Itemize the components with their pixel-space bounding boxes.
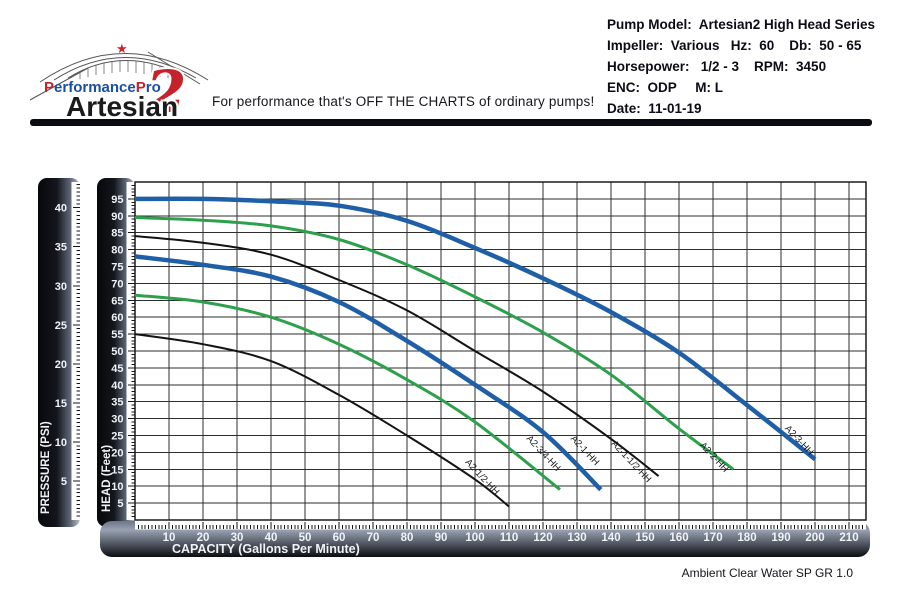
head-tick-label: 35: [111, 397, 123, 409]
brand-artesian-outline: Artesian: [66, 91, 178, 122]
capacity-ruler: [100, 521, 870, 557]
capacity-tick-label: 90: [435, 532, 448, 544]
head-tick-label: 55: [111, 329, 123, 341]
head-tick-label: 30: [111, 414, 123, 426]
pressure-tick-label: 20: [55, 359, 67, 371]
capacity-tick-label: 110: [500, 532, 519, 544]
capacity-tick-label: 200: [805, 532, 824, 544]
head-tick-label: 5: [117, 498, 123, 510]
head-tick-label: 95: [111, 194, 123, 206]
capacity-tick-label: 210: [839, 532, 858, 544]
capacity-tick-label: 150: [635, 532, 654, 544]
head-tick-label: 80: [111, 245, 123, 257]
pressure-tick-label: 10: [55, 437, 67, 449]
pressure-axis-title: PRESSURE (PSI): [40, 421, 52, 514]
capacity-tick-label: 100: [465, 532, 484, 544]
pump-specs-block: Pump Model: Artesian2 High Head Series I…: [607, 14, 875, 119]
capacity-tick-label: 180: [737, 532, 756, 544]
brand-numeral-2-outline: 2: [145, 58, 186, 122]
brand-artesian-text: Artesian: [66, 91, 178, 122]
tagline-text: For performance that's OFF THE CHARTS of…: [212, 94, 595, 109]
axis-rulers: [38, 178, 870, 557]
capacity-tick-label: 120: [533, 532, 552, 544]
head-tick-label: 20: [111, 447, 123, 459]
pressure-tick-label: 5: [61, 476, 67, 488]
head-tick-label: 65: [111, 295, 123, 307]
dome-sketch-icon: [29, 51, 209, 101]
spec-line-impeller: Impeller: Various Hz: 60 Db: 50 - 65: [607, 38, 862, 53]
star-icon: ★: [116, 42, 128, 57]
spec-line-enclosure: ENC: ODP M: L: [607, 80, 724, 95]
capacity-tick-label: 50: [299, 532, 312, 544]
head-tick-label: 85: [111, 228, 123, 240]
plot-grid: [135, 182, 866, 520]
pressure-tick-label: 15: [55, 398, 67, 410]
curve-A2-2-HH: [134, 216, 735, 471]
pressure-ruler: [38, 178, 80, 527]
capacity-tick-label: 140: [601, 532, 620, 544]
head-tick-label: 10: [111, 481, 123, 493]
pump-curves: [134, 196, 817, 508]
capacity-tick-label: 30: [231, 532, 244, 544]
capacity-tick-label: 60: [333, 532, 346, 544]
capacity-axis-title: CAPACITY (Gallons Per Minute): [172, 542, 360, 556]
head-tick-label: 45: [111, 363, 123, 375]
pressure-tick-label: 25: [55, 320, 67, 332]
header-logo: ★ 2 2 PerformancePro Artesian Artesian: [28, 38, 218, 128]
brand-numeral-2: 2: [145, 58, 186, 122]
capacity-tick-label: 160: [669, 532, 688, 544]
capacity-tick-label: 20: [197, 532, 210, 544]
footnote-text: Ambient Clear Water SP GR 1.0: [682, 566, 854, 580]
head-tick-label: 90: [111, 211, 123, 223]
head-tick-label: 70: [111, 278, 123, 290]
head-tick-label: 60: [111, 312, 123, 324]
header-divider: [30, 119, 872, 126]
head-tick-label: 15: [111, 464, 123, 476]
head-tick-label: 40: [111, 380, 123, 392]
spec-line-horsepower: Horsepower: 1/2 - 3 RPM: 3450: [607, 59, 827, 74]
head-tick-label: 50: [111, 346, 123, 358]
ruler-labels: 5 10 15 20 25 30 35 40 5 10 15 20 25 30 35 40 45 50 55 60 65…: [55, 194, 859, 544]
spec-line-pump-model: Pump Model: Artesian2 High Head Series: [607, 17, 876, 32]
brand-logo-graphic: ★ 2 2 PerformancePro Artesian Artesian: [29, 42, 209, 128]
ruler-ticks: [73, 183, 864, 529]
pressure-tick-label: 30: [55, 281, 67, 293]
capacity-tick-label: 170: [703, 532, 722, 544]
head-tick-label: 25: [111, 431, 123, 443]
capacity-tick-label: 70: [367, 532, 380, 544]
head-axis-title: HEAD (Feet): [101, 445, 113, 512]
curve-A2-1-1/2-HH: [134, 235, 660, 477]
capacity-tick-label: 10: [163, 532, 176, 544]
curve-A2-1/2-HH: [134, 333, 510, 508]
curve-A2-3/4-HH: [134, 293, 561, 491]
head-tick-label: 75: [111, 262, 123, 274]
capacity-tick-label: 80: [401, 532, 414, 544]
capacity-tick-label: 130: [567, 532, 586, 544]
head-ruler: [97, 178, 135, 527]
brand-performancepro-text: PerformancePro: [44, 79, 161, 96]
capacity-tick-label: 190: [771, 532, 790, 544]
capacity-tick-label: 40: [265, 532, 278, 544]
pressure-tick-label: 35: [55, 242, 67, 254]
pressure-tick-label: 40: [55, 203, 67, 215]
curve-A2-3-HH: [134, 196, 817, 461]
spec-line-date: Date: 11-01-19: [607, 101, 702, 116]
curve-A2-1-HH: [134, 254, 603, 492]
